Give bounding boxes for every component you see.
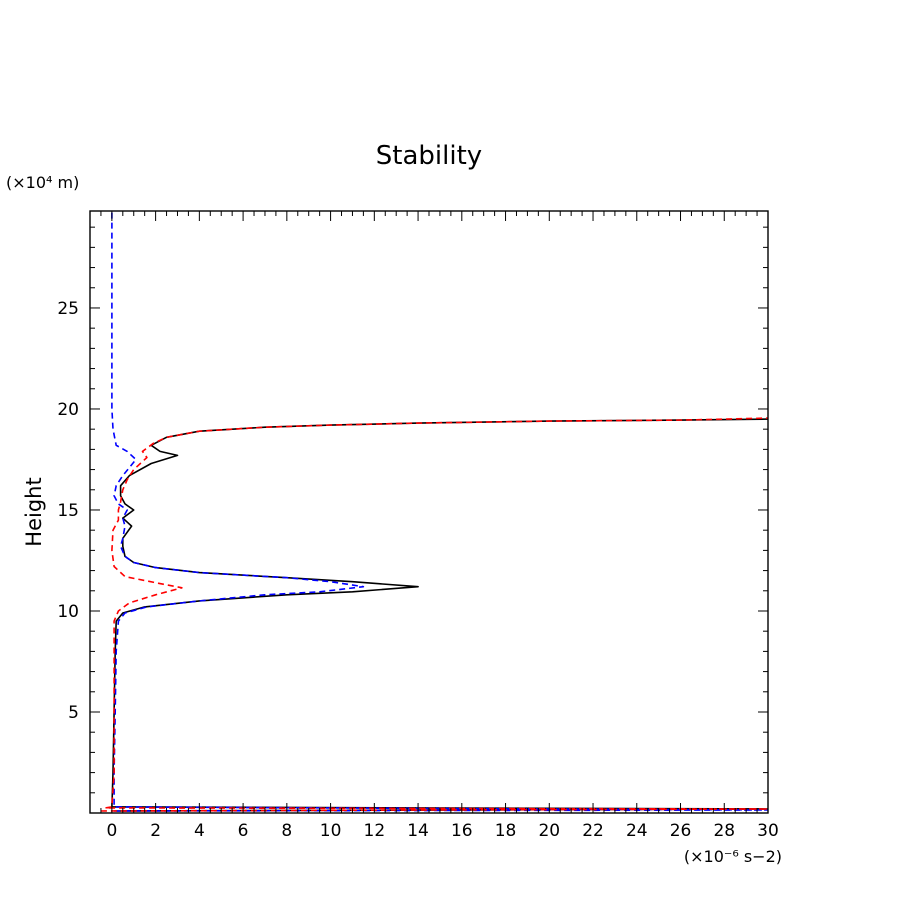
x-tick-label: 28 <box>713 821 735 841</box>
plot-frame <box>89 210 769 814</box>
x-tick-label: 26 <box>670 821 692 841</box>
series-layer <box>100 211 768 812</box>
series-line-3 <box>100 417 768 812</box>
y-axis-label: Height <box>22 477 46 546</box>
chart-title: Stability <box>376 141 482 171</box>
x-axis-unit-label: (×10⁻⁶ s−2) <box>684 847 782 866</box>
x-tick-label: 12 <box>364 821 386 841</box>
y-tick-label: 10 <box>57 602 79 622</box>
x-tick-label: 14 <box>407 821 429 841</box>
y-tick-label: 15 <box>57 501 79 521</box>
x-tick-label: 18 <box>495 821 517 841</box>
x-tick-label: 6 <box>238 821 249 841</box>
x-tick-label: 10 <box>320 821 342 841</box>
series-line-1 <box>111 418 768 812</box>
y-axis-unit-label: (×10⁴ m) <box>6 173 79 192</box>
x-tick-label: 22 <box>582 821 604 841</box>
series-line-2 <box>111 211 768 812</box>
x-tick-label: 0 <box>106 821 117 841</box>
x-tick-label: 16 <box>451 821 473 841</box>
x-tick-label: 24 <box>626 821 648 841</box>
x-tick-label: 30 <box>757 821 779 841</box>
y-tick-label: 25 <box>57 299 79 319</box>
x-tick-label: 4 <box>194 821 205 841</box>
x-tick-label: 20 <box>538 821 560 841</box>
y-tick-label: 20 <box>57 400 79 420</box>
y-tick-label: 5 <box>68 703 79 723</box>
x-tick-label: 2 <box>150 821 161 841</box>
x-tick-label: 8 <box>281 821 292 841</box>
